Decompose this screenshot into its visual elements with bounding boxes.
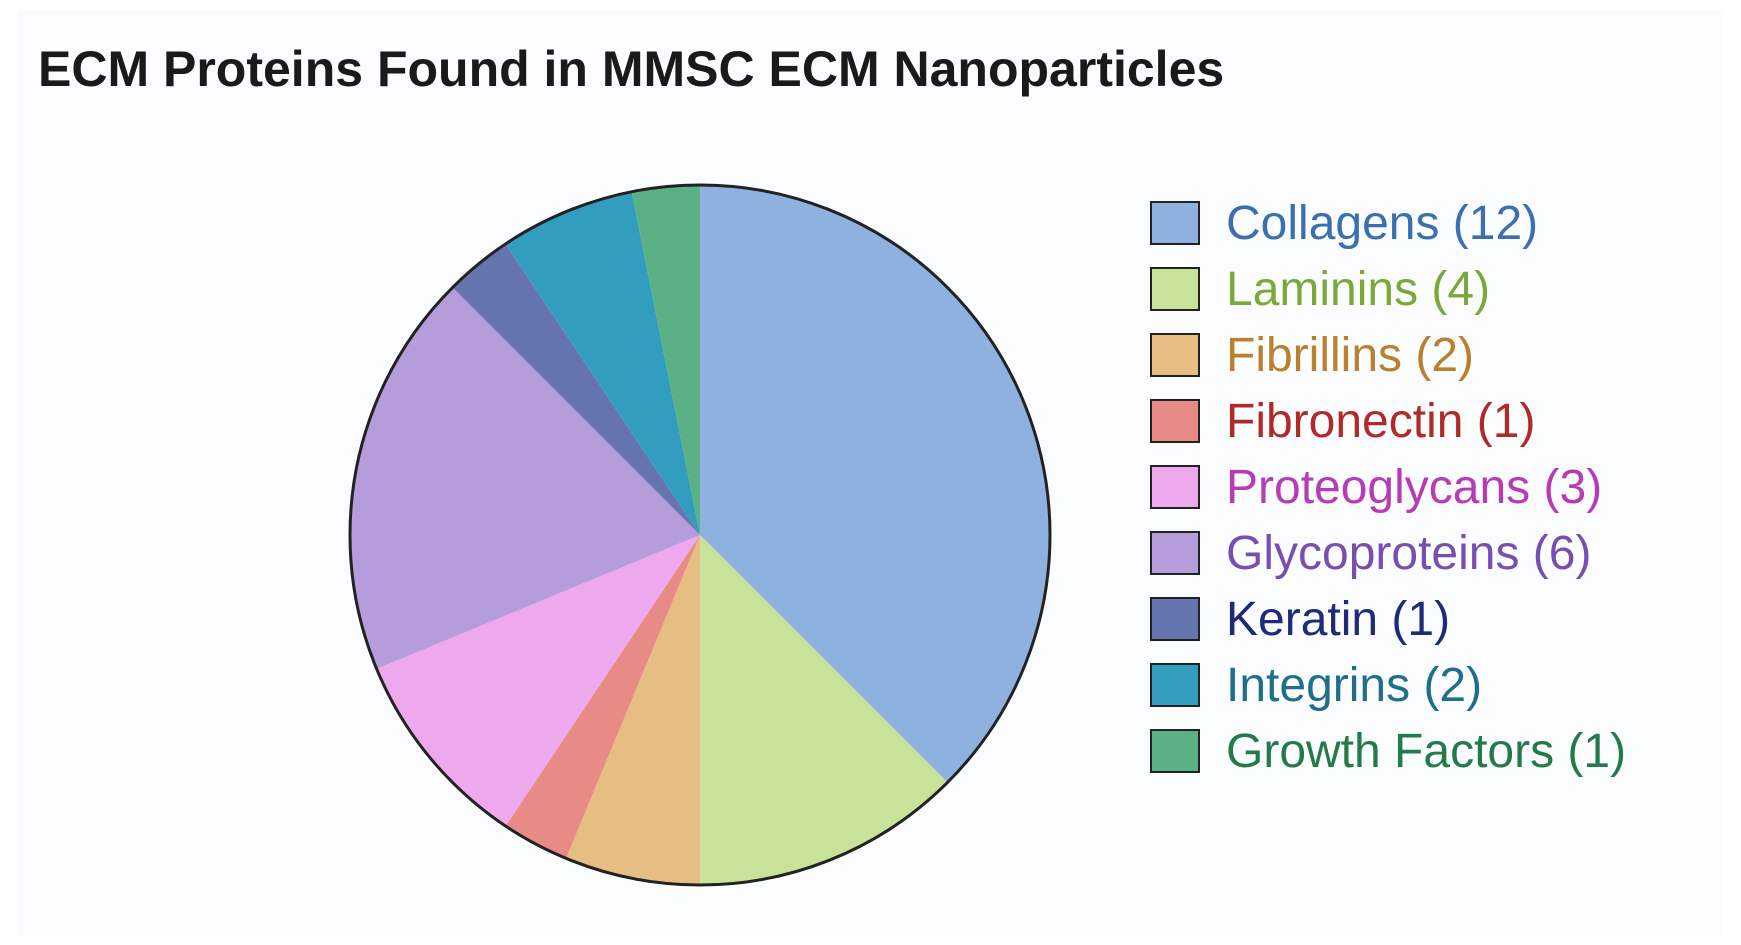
pie-slice-fibronectin <box>505 535 700 859</box>
pie-slice-integrins <box>505 191 700 535</box>
legend-swatch-growth-factors <box>1150 729 1200 773</box>
legend-label-integrins: Integrins (2) <box>1226 658 1483 712</box>
legend-swatch-laminins <box>1150 267 1200 311</box>
pie-slice-collagens <box>700 185 1050 783</box>
legend-label-fibrillins: Fibrillins (2) <box>1226 328 1475 382</box>
pie-outline <box>348 183 1052 887</box>
legend-label-keratin: Keratin (1) <box>1226 592 1451 646</box>
legend-item-collagens: Collagens (12) <box>1150 190 1626 256</box>
legend-item-fibronectin: Fibronectin (1) <box>1150 388 1626 454</box>
pie-slice-fibrillins <box>566 535 700 885</box>
legend-swatch-proteoglycans <box>1150 465 1200 509</box>
legend-swatch-fibrillins <box>1150 333 1200 377</box>
legend-item-keratin: Keratin (1) <box>1150 586 1626 652</box>
legend-label-proteoglycans: Proteoglycans (3) <box>1226 460 1603 514</box>
legend-label-collagens: Collagens (12) <box>1226 196 1539 250</box>
legend-item-glycoproteins: Glycoproteins (6) <box>1150 520 1626 586</box>
pie-slice-glycoproteins <box>350 287 700 669</box>
legend-swatch-glycoproteins <box>1150 531 1200 575</box>
pie-chart <box>348 183 1052 887</box>
legend-swatch-fibronectin <box>1150 399 1200 443</box>
legend-label-glycoproteins: Glycoproteins (6) <box>1226 526 1592 580</box>
pie-slice-proteoglycans <box>376 535 700 827</box>
legend: Collagens (12) Laminins (4) Fibrillins (2)… <box>1150 190 1626 784</box>
chart-title: ECM Proteins Found in MMSC ECM Nanoparti… <box>38 41 1225 97</box>
legend-item-fibrillins: Fibrillins (2) <box>1150 322 1626 388</box>
legend-swatch-collagens <box>1150 201 1200 245</box>
pie-slice-keratin <box>452 243 700 535</box>
pie-slice-growth-factors <box>631 185 700 535</box>
legend-item-proteoglycans: Proteoglycans (3) <box>1150 454 1626 520</box>
legend-item-integrins: Integrins (2) <box>1150 652 1626 718</box>
legend-item-laminins: Laminins (4) <box>1150 256 1626 322</box>
legend-swatch-keratin <box>1150 597 1200 641</box>
legend-label-laminins: Laminins (4) <box>1226 262 1491 316</box>
legend-label-growth-factors: Growth Factors (1) <box>1226 724 1627 778</box>
pie-slice-laminins <box>700 535 948 885</box>
legend-label-fibronectin: Fibronectin (1) <box>1226 394 1536 448</box>
legend-item-growth-factors: Growth Factors (1) <box>1150 718 1626 784</box>
legend-swatch-integrins <box>1150 663 1200 707</box>
